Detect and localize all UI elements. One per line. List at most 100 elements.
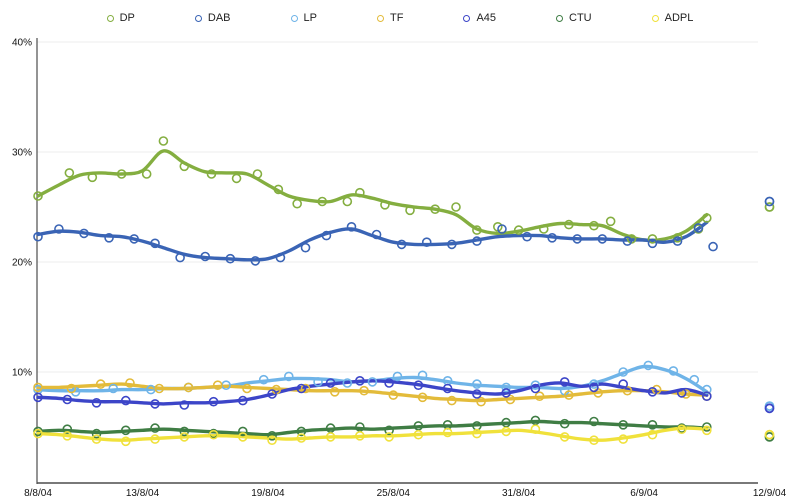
poll-point-adpl [91,434,102,444]
poll-point-adpl [647,429,658,440]
poll-point-dab [597,234,608,244]
poll-point-dp [158,136,169,146]
legend-item-a45[interactable]: A45 [463,12,496,24]
poll-point-dab [129,234,139,244]
poll-point-a45 [62,394,73,405]
poll-point-ctu [618,419,629,430]
final-poll-point-adpl [764,429,775,440]
x-tick-label: 8/8/04 [24,488,52,499]
poll-point-dp [430,204,440,214]
poll-point-dp [589,220,599,231]
poll-point-dab [421,237,432,247]
legend-item-ctu[interactable]: CTU [556,12,592,24]
poll-point-lp [689,374,700,385]
poll-point-tf [183,382,194,393]
poll-point-a45 [325,378,336,388]
poll-point-a45 [179,400,190,410]
poll-point-dp [355,187,365,198]
poll-point-adpl [325,432,336,442]
poll-point-a45 [384,378,394,388]
poll-point-lp [530,380,541,391]
poll-point-adpl [442,427,453,438]
poll-point-adpl [676,424,687,435]
poll-point-dab [547,233,557,243]
poll-point-dp [116,169,127,179]
poll-point-a45 [472,389,482,399]
poll-point-dp [342,196,353,207]
poll-point-adpl [208,429,219,440]
poll-point-dp [179,161,190,172]
poll-point-dab [672,236,683,246]
poll-point-adpl [559,432,570,442]
poll-point-tf [447,395,457,406]
poll-point-adpl [413,429,424,440]
legend-marker-icon [290,14,298,22]
poll-point-dp [87,172,98,183]
poll-point-dab [175,252,185,263]
poll-point-dp [672,233,683,243]
poll-point-lp [313,377,323,387]
poll-point-lp [701,384,712,395]
poll-point-tf [125,378,135,388]
legend-item-dab[interactable]: DAB [194,12,231,24]
poll-point-ctu [530,415,541,426]
poll-point-adpl [296,433,307,443]
poll-point-adpl [530,424,541,435]
y-tick-label: 40% [12,38,32,49]
poll-point-ctu [91,428,102,439]
poll-point-dp [292,198,302,209]
poll-point-lp [501,382,511,393]
poll-point-adpl [150,434,160,444]
poll-point-dp [141,169,152,179]
poll-point-a45 [559,377,570,387]
poll-point-ctu [384,425,394,436]
poll-point-dab [321,230,332,241]
poll-point-tf [534,391,545,402]
poll-point-adpl [589,435,599,446]
poll-point-ctu [589,416,599,427]
poll-point-ctu [150,423,160,433]
legend-item-label: LP [303,11,317,24]
legend-marker-icon [556,14,564,22]
poll-point-tf [622,385,633,396]
legend-item-dp[interactable]: DP [106,12,135,24]
x-tick-label: 13/8/04 [126,488,160,499]
legend-item-tf[interactable]: TF [376,12,403,24]
poll-point-a45 [618,379,629,389]
poll-point-lp [108,383,119,394]
poll-point-dp [701,213,712,223]
poll-point-dp [647,234,658,244]
y-tick-label: 30% [12,148,32,159]
x-tick-label: 25/8/04 [377,488,411,499]
poll-point-lp [283,371,294,382]
poll-point-dp [513,225,524,235]
poll-point-tf [564,390,574,400]
poll-point-tf [33,382,43,393]
poll-point-ctu [647,419,658,430]
poll-point-lp [472,379,482,389]
poll-point-dab [33,231,43,242]
poll-point-ctu [62,424,73,435]
poll-point-ctu [296,426,307,437]
legend-item-adpl[interactable]: ADPL [651,12,693,24]
poll-point-lp [367,377,378,387]
legend-marker-icon [376,14,384,22]
x-tick-label: 6/9/04 [630,488,658,499]
poll-point-dp [451,202,461,212]
poll-point-tf [154,383,165,394]
poll-point-tf [417,392,428,403]
poll-point-lp [258,374,269,385]
poll-point-ctu [701,422,712,432]
legend-item-lp[interactable]: LP [290,11,317,24]
poll-point-dab [472,236,482,246]
poll-point-tf [242,383,252,394]
series-line-ctu [36,419,709,437]
poll-point-lp [417,370,428,381]
y-tick-label: 20% [12,258,32,269]
poll-point-adpl [501,426,511,437]
poll-point-dab [622,236,633,246]
legend-marker-icon [194,14,202,22]
poll-point-dab [54,224,64,234]
poll-point-tf [300,383,311,394]
poll-point-a45 [501,388,511,398]
